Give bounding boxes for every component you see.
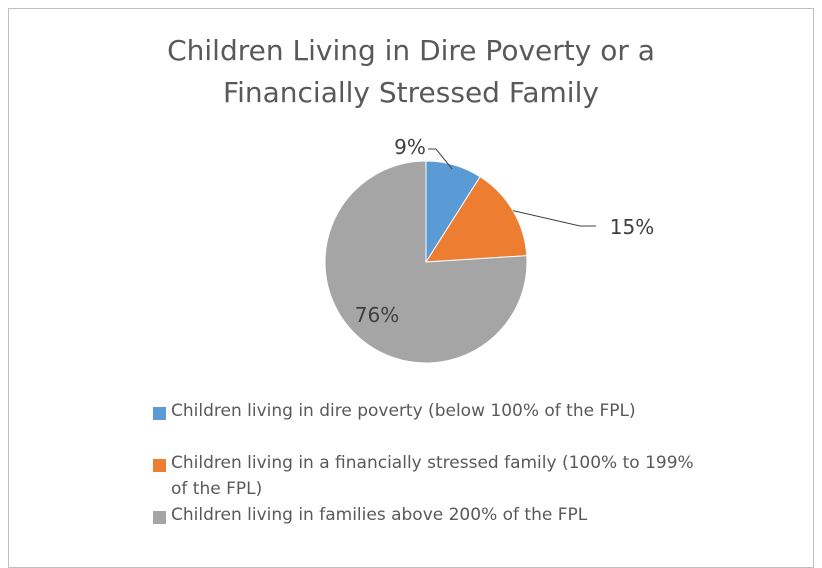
legend-swatch bbox=[153, 459, 166, 472]
data-label-2: 76% bbox=[355, 303, 399, 327]
leader-line-0 bbox=[428, 148, 453, 170]
legend-item-financially-stressed: Children living in a financially stresse… bbox=[153, 450, 713, 502]
chart-title: Children Living in Dire Poverty or a Fin… bbox=[167, 34, 655, 109]
legend: Children living in dire poverty (below 1… bbox=[153, 398, 713, 528]
leader-line-1 bbox=[512, 210, 596, 227]
data-label-0: 9% bbox=[394, 135, 426, 159]
legend-label: Children living in dire poverty (below 1… bbox=[171, 401, 636, 421]
data-label-1: 15% bbox=[610, 215, 654, 239]
legend-label: Children living in a financially stresse… bbox=[171, 453, 694, 499]
legend-item-dire-poverty: Children living in dire poverty (below 1… bbox=[153, 398, 713, 424]
pie-chart: 9% 15% 76% bbox=[324, 135, 654, 364]
legend-label: Children living in families above 200% o… bbox=[171, 505, 588, 525]
pie-slice-1 bbox=[425, 176, 528, 263]
legend-swatch bbox=[153, 511, 166, 524]
pie-slice-2 bbox=[324, 160, 528, 364]
legend-item-above-200: Children living in families above 200% o… bbox=[153, 502, 713, 528]
legend-swatch bbox=[153, 407, 166, 420]
